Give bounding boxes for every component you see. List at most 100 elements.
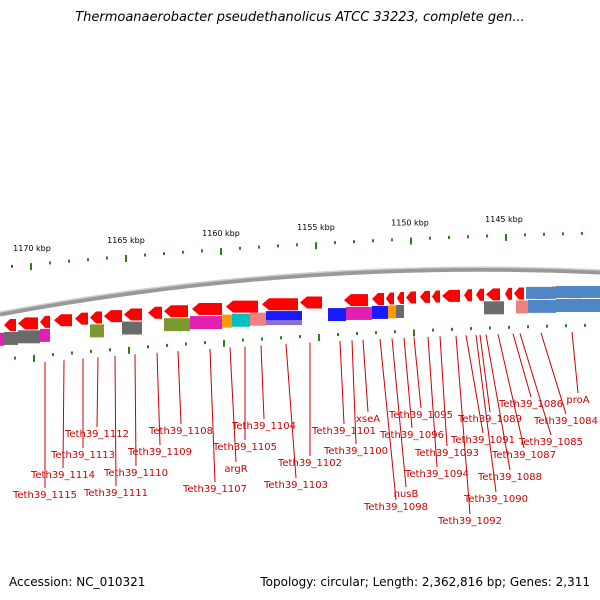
label-leader xyxy=(156,352,161,446)
gene-arrow xyxy=(262,298,298,311)
gene-arrow xyxy=(406,291,416,304)
gene-label: Teth39_1115 xyxy=(12,490,77,501)
gene-arrow xyxy=(397,291,404,304)
cog-box xyxy=(232,313,250,327)
cog-box xyxy=(164,318,190,332)
scale-label: 1165 kbp xyxy=(107,236,145,245)
gene-arrow xyxy=(104,310,122,323)
map-title: Thermoanaerobacter pseudethanolicus ATCC… xyxy=(75,10,525,25)
cog-box xyxy=(516,300,528,314)
gene-label: Teth39_1102 xyxy=(277,458,342,469)
gene-label: Teth39_1086 xyxy=(498,399,563,410)
cog-box xyxy=(266,320,302,326)
gene-arrow xyxy=(192,303,222,316)
label-leader xyxy=(475,334,497,493)
gene-arrows xyxy=(4,285,600,332)
gene-label: Teth39_1112 xyxy=(64,429,129,440)
label-leader xyxy=(391,338,407,488)
gene-label: Teth39_1096 xyxy=(379,430,444,441)
gene-arrow xyxy=(556,285,600,298)
label-leader xyxy=(479,334,491,413)
label-leader xyxy=(351,340,357,445)
gene-label: Teth39_1090 xyxy=(463,494,528,505)
gene-label: Teth39_1113 xyxy=(50,450,115,461)
cog-box xyxy=(396,305,404,318)
scale-label: 1155 kbp xyxy=(297,223,335,232)
genome-backbone-highlight xyxy=(0,266,600,313)
label-leader xyxy=(485,334,511,471)
label-leaders xyxy=(44,332,579,515)
gene-arrow xyxy=(226,300,258,313)
gene-arrow xyxy=(75,312,88,325)
gene-label: Teth39_1084 xyxy=(533,416,598,427)
label-leader xyxy=(540,332,567,415)
cog-box xyxy=(528,299,556,313)
label-leader xyxy=(362,339,369,413)
gene-arrow xyxy=(432,290,440,303)
gene-arrow xyxy=(344,294,368,307)
cog-box xyxy=(0,332,4,346)
gene-arrow xyxy=(148,306,162,319)
cog-box xyxy=(372,305,388,319)
cog-box xyxy=(18,330,40,344)
label-leader xyxy=(260,345,265,420)
gene-label: Teth39_1111 xyxy=(83,488,148,499)
gene-label: Teth39_1091 xyxy=(450,435,515,446)
footer-accession: Accession: NC_010321 xyxy=(9,575,146,589)
gene-arrow xyxy=(4,319,16,332)
scale-labels: 1170 kbp 1165 kbp 1160 kbp 1155 kbp 1150 kbp… xyxy=(13,215,523,253)
gene-label: Teth39_1095 xyxy=(388,410,453,421)
gene-arrow xyxy=(40,315,50,328)
genome-backbone xyxy=(0,266,600,317)
gene-arrow xyxy=(372,293,384,306)
label-leader xyxy=(229,347,237,463)
gene-arrow xyxy=(464,289,472,302)
cog-box xyxy=(250,312,266,326)
gene-label: Teth39_1100 xyxy=(323,446,388,457)
gene-label: Teth39_1110 xyxy=(103,468,168,479)
label-leader xyxy=(413,337,422,409)
gene-label: Teth39_1093 xyxy=(414,448,479,459)
footer-topology: Topology: circular; Length: 2,362,816 bp… xyxy=(260,575,590,589)
scale-ticks xyxy=(11,231,583,271)
gene-arrow xyxy=(486,288,500,301)
label-leader xyxy=(403,337,413,429)
label-leader xyxy=(62,360,65,469)
cog-box xyxy=(222,314,232,328)
label-leader xyxy=(339,340,345,425)
gene-label: Teth39_1114 xyxy=(30,470,95,481)
gene-label: Teth39_1104 xyxy=(231,421,296,432)
gene-arrow xyxy=(505,287,512,300)
inner-ticks xyxy=(14,323,586,362)
cog-box xyxy=(556,298,600,312)
gene-label: Teth39_1098 xyxy=(363,502,428,513)
cog-box xyxy=(4,331,18,345)
label-leader xyxy=(455,335,471,515)
scale-label: 1160 kbp xyxy=(202,229,240,238)
cog-box xyxy=(122,321,142,335)
cog-box xyxy=(346,306,372,320)
gene-label: xseA xyxy=(356,414,380,425)
gene-label: nusB xyxy=(394,489,419,500)
gene-arrow xyxy=(386,292,394,305)
gene-label: Teth39_1094 xyxy=(404,469,469,480)
gene-arrow xyxy=(18,317,38,330)
gene-label: Teth39_1101 xyxy=(311,426,376,437)
gene-label: Teth39_1085 xyxy=(518,437,583,448)
gene-label: Teth39_1103 xyxy=(263,480,328,491)
gene-label: Teth39_1089 xyxy=(457,414,522,425)
label-leader xyxy=(285,343,297,479)
label-leader xyxy=(134,354,137,467)
label-leader xyxy=(427,336,438,468)
scale-label: 1150 kbp xyxy=(391,219,429,228)
scale-label: 1145 kbp xyxy=(485,215,523,224)
cog-box xyxy=(40,328,50,342)
gene-label: Teth39_1092 xyxy=(437,516,502,527)
label-leader xyxy=(571,332,579,394)
label-leader xyxy=(379,338,397,501)
gene-arrow xyxy=(526,286,556,299)
gene-arrow xyxy=(300,296,322,309)
label-leader xyxy=(177,351,182,425)
label-leader xyxy=(519,333,552,436)
label-leader xyxy=(439,336,448,447)
